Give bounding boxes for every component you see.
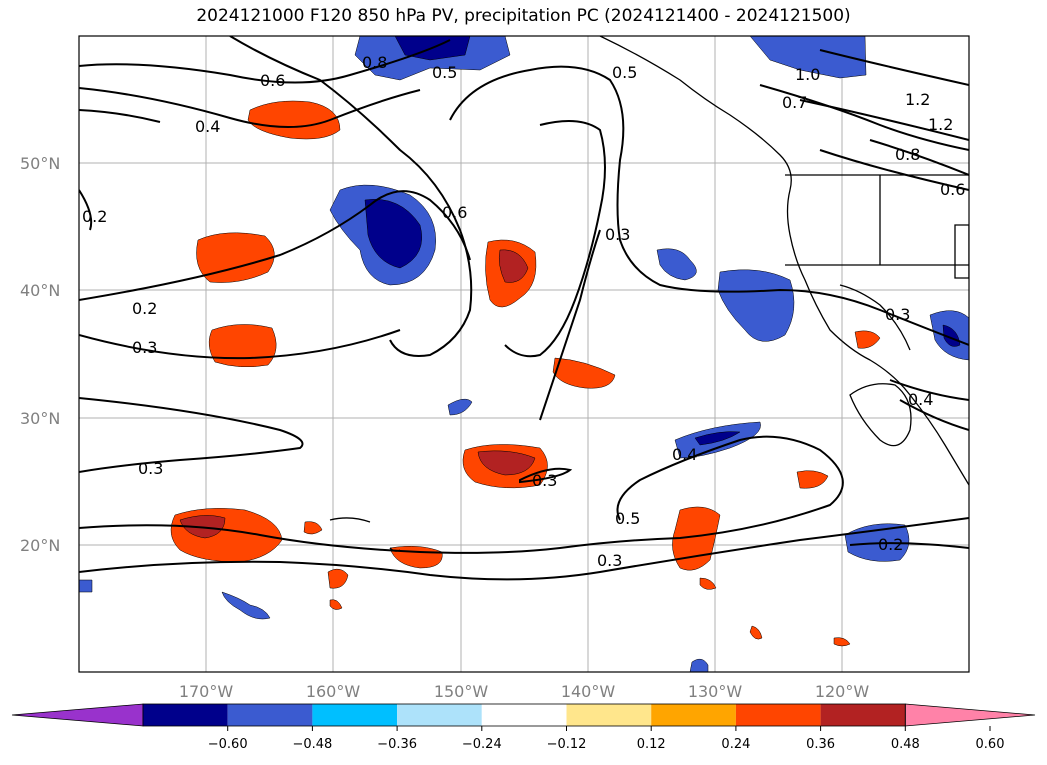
- colorbar-tick-label: 0.12: [637, 737, 666, 752]
- contour-label: 0.7: [782, 93, 807, 112]
- colorbar-segment: [566, 704, 652, 726]
- lon-label: 130°W: [688, 682, 743, 701]
- pv-contours: [79, 36, 969, 581]
- contour-label: 0.6: [260, 71, 285, 90]
- map-border: [78, 35, 970, 673]
- colorbar-tick-label: −0.12: [547, 737, 587, 752]
- gridlines: [79, 36, 969, 672]
- contour-label: 0.6: [442, 203, 467, 222]
- contour-label: 0.2: [132, 299, 157, 318]
- colorbar-segment: [481, 704, 567, 726]
- contour-label: 0.2: [82, 207, 107, 226]
- lat-label: 40°N: [20, 281, 60, 300]
- colorbar-tick-label: −0.60: [208, 737, 248, 752]
- colorbar-segment: [397, 704, 482, 726]
- colorbar-segment: [651, 704, 736, 726]
- contour-label: 0.3: [132, 338, 157, 357]
- contour-label: 0.5: [432, 63, 457, 82]
- map-area: 0.6 0.8 0.5 0.5 1.0 1.2 1.2 0.7 0.8 0.6 …: [79, 36, 969, 672]
- colorbar-segment: [227, 704, 313, 726]
- colorbar-segment: [820, 704, 906, 726]
- latitude-labels: 50°N 40°N 30°N 20°N: [20, 154, 60, 555]
- contour-label: 0.3: [138, 459, 163, 478]
- contour-label: 0.8: [362, 53, 387, 72]
- colorbar-segment: [735, 704, 821, 726]
- contour-label: 0.3: [885, 305, 910, 324]
- contour-label: 0.6: [940, 180, 965, 199]
- coastlines: [329, 36, 969, 552]
- colorbar: −0.60 −0.48 −0.36 −0.24 −0.12 0.12 0.24 0.36 0.4…: [11, 703, 1036, 752]
- contour-label: 0.2: [878, 535, 903, 554]
- lat-label: 20°N: [20, 536, 60, 555]
- colorbar-tick-label: 0.48: [891, 737, 920, 752]
- lon-label: 170°W: [179, 682, 234, 701]
- lon-label: 160°W: [306, 682, 361, 701]
- colorbar-ticks: −0.60 −0.48 −0.36 −0.24 −0.12 0.12 0.24 0.36 0.4…: [208, 726, 1005, 752]
- contour-label: 0.5: [615, 509, 640, 528]
- lon-label: 140°W: [561, 682, 616, 701]
- lat-label: 50°N: [20, 154, 60, 173]
- lon-label: 120°W: [815, 682, 870, 701]
- contour-labels: 0.6 0.8 0.5 0.5 1.0 1.2 1.2 0.7 0.8 0.6 …: [82, 53, 965, 570]
- contour-label: 0.4: [908, 390, 933, 409]
- colorbar-tick-label: 0.24: [721, 737, 750, 752]
- lon-label: 150°W: [434, 682, 489, 701]
- colorbar-tick-label: −0.24: [462, 737, 502, 752]
- contour-label: 0.4: [195, 117, 220, 136]
- colorbar-segments: [11, 703, 1036, 727]
- colorbar-segment: [312, 704, 398, 726]
- colorbar-tick-label: −0.36: [377, 737, 417, 752]
- contour-label: 0.8: [895, 145, 920, 164]
- colorbar-tick-label: 0.60: [976, 737, 1005, 752]
- lat-label: 30°N: [20, 409, 60, 428]
- contour-label: 0.3: [605, 225, 630, 244]
- contour-label: 0.3: [597, 551, 622, 570]
- contour-label: 1.0: [795, 65, 820, 84]
- colorbar-tick-label: −0.48: [292, 737, 332, 752]
- colorbar-segment: [904, 703, 1036, 727]
- colorbar-segment: [143, 704, 228, 726]
- colorbar-segment: [11, 703, 144, 727]
- colorbar-border: [142, 703, 906, 727]
- contour-label: 1.2: [905, 90, 930, 109]
- contour-label: 0.5: [612, 63, 637, 82]
- page-title: 2024121000 F120 850 hPa PV, precipitatio…: [196, 6, 851, 26]
- contour-label: 0.3: [532, 471, 557, 490]
- longitude-labels: 170°W 160°W 150°W 140°W 130°W 120°W: [179, 682, 870, 701]
- colorbar-tick-label: 0.36: [806, 737, 835, 752]
- contour-label: 0.4: [672, 445, 697, 464]
- contour-label: 1.2: [928, 115, 953, 134]
